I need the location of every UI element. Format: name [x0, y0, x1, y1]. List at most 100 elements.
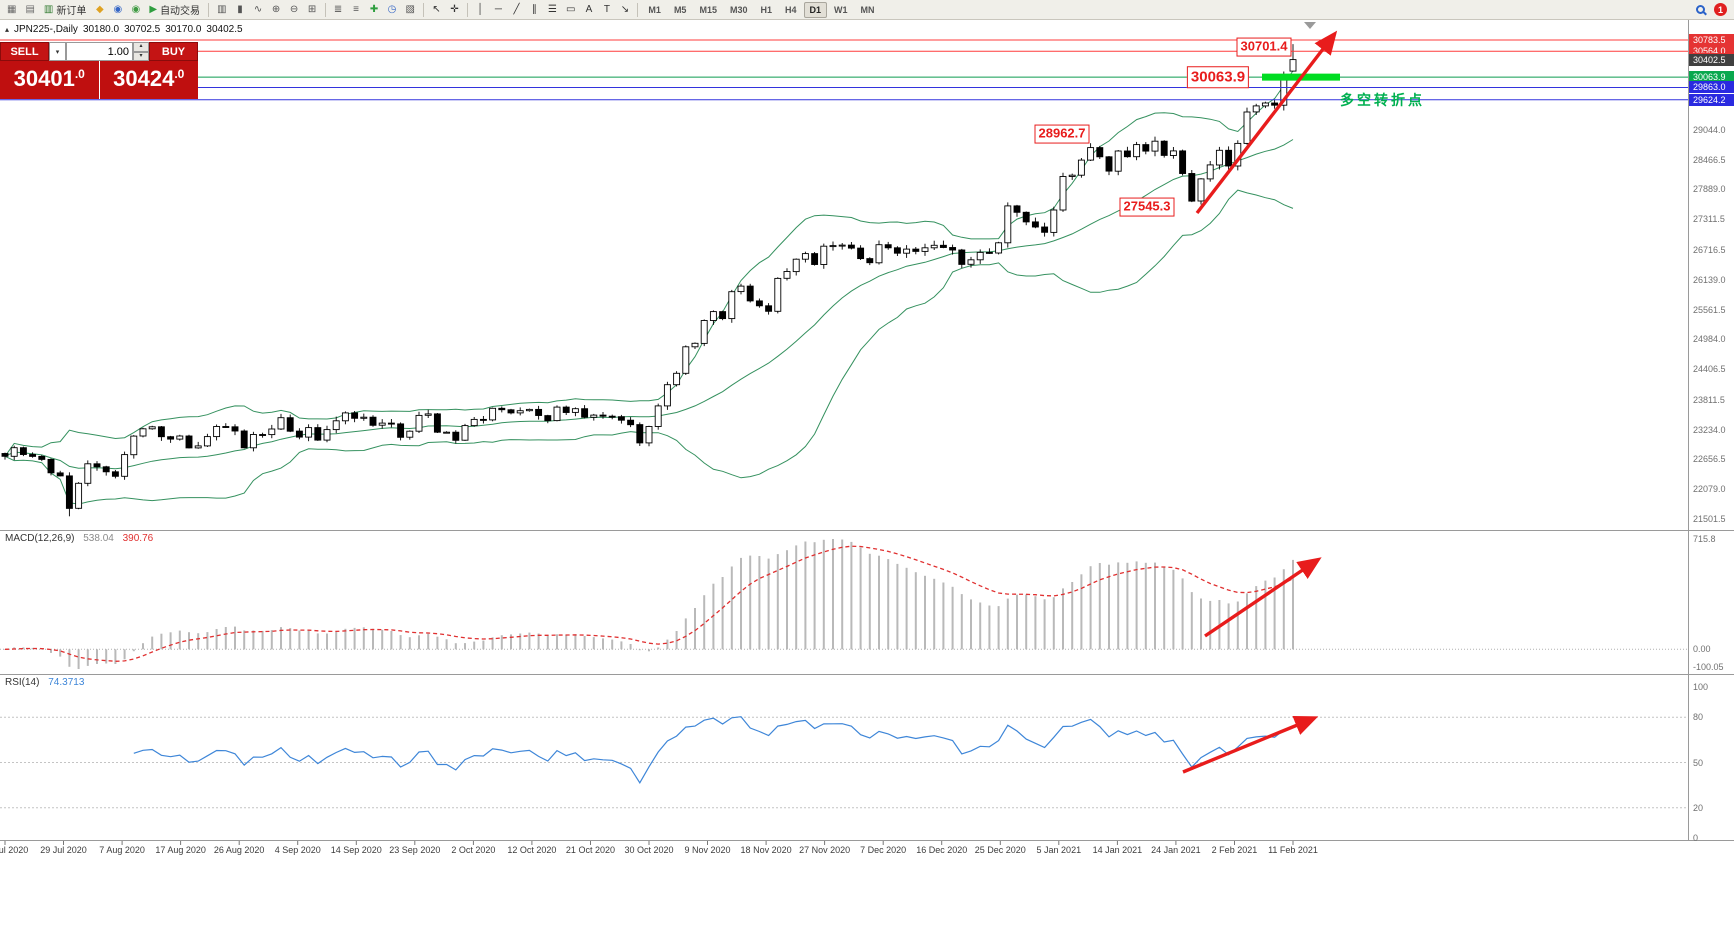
- timeframe-m15[interactable]: M15: [699, 4, 717, 15]
- toolbar-sep: [637, 2, 639, 17]
- timeframe-w1[interactable]: W1: [834, 4, 848, 15]
- search-button[interactable]: [1692, 1, 1709, 18]
- candlestick-chart-icon: ▮: [237, 3, 243, 15]
- zoom-out-button[interactable]: ⊖: [286, 1, 303, 18]
- sell-button[interactable]: SELL: [0, 42, 49, 61]
- profiles-icon: ▤: [25, 3, 35, 15]
- mql5-community-icon: ◆: [96, 3, 104, 15]
- arrows-tool-button[interactable]: ↘: [616, 1, 633, 18]
- sell-price-display[interactable]: 30401.0: [0, 61, 99, 99]
- vertical-line-icon: │: [477, 3, 484, 15]
- timeframe-m5[interactable]: M5: [673, 4, 687, 15]
- market-button[interactable]: ◉: [127, 1, 144, 18]
- chart-title-icon: ▴: [5, 25, 10, 34]
- new-order-icon: ▥: [43, 3, 54, 15]
- toolbar-sep: [422, 2, 424, 17]
- fibonacci-button[interactable]: ☰: [544, 1, 561, 18]
- text-icon: A: [585, 3, 593, 15]
- price-annotation[interactable]: 30063.9: [1186, 66, 1250, 88]
- mql5-community-button[interactable]: ◆: [91, 1, 108, 18]
- macd-indicator-label: MACD(12,26,9) 538.04 390.76: [5, 533, 153, 544]
- text-button[interactable]: A: [580, 1, 597, 18]
- volume-input[interactable]: [66, 42, 133, 61]
- timeframe-m30[interactable]: M30: [729, 4, 748, 15]
- crosshair-icon: ✛: [450, 3, 459, 15]
- notifications-badge[interactable]: 1: [1714, 3, 1727, 16]
- price-annotation[interactable]: 28962.7: [1034, 124, 1090, 144]
- candlestick-chart-button[interactable]: ▮: [232, 1, 249, 18]
- timeframe-h1[interactable]: H1: [760, 4, 772, 15]
- shapes-icon: ▭: [565, 3, 576, 15]
- tile-windows-icon: ⊞: [307, 3, 317, 15]
- volume-dropdown[interactable]: ▾: [49, 42, 66, 61]
- toolbar: ▦ ▤ ▥ 新订单 ◆ ◉ ◉ ▶ 自动交易 ▥ ▮ ∿ ⊕ ⊖ ⊞ ≣ ≡ ✚ ◷ ▧ ↖ ✛ │ ─ ╱ ∥ ☰ ▭ A T ↘ M1 M5…: [0, 0, 1734, 20]
- one-click-trading-panel: SELL ▾ ▴ ▾ BUY 30401.0 30424.0: [0, 42, 198, 99]
- toolbar-sep: [324, 2, 326, 17]
- signals-button[interactable]: ◉: [109, 1, 126, 18]
- cursor-icon: ↖: [432, 3, 441, 15]
- data-window-icon: ≣: [333, 3, 343, 15]
- macd-main-value: 538.04: [83, 533, 114, 544]
- macd-name: MACD(12,26,9): [5, 533, 75, 544]
- new-order-button[interactable]: ▥ 新订单: [40, 1, 90, 18]
- buy-price-display[interactable]: 30424.0: [99, 61, 198, 99]
- cursor-button[interactable]: ↖: [428, 1, 445, 18]
- profiles-button[interactable]: ▤: [21, 1, 38, 18]
- timeframe-mn[interactable]: MN: [860, 4, 875, 15]
- templates-button[interactable]: ▧: [402, 1, 419, 18]
- tile-windows-button[interactable]: ⊞: [304, 1, 321, 18]
- templates-icon: ▧: [405, 3, 415, 15]
- volume-up-button[interactable]: ▴: [133, 42, 149, 52]
- volume-down-button[interactable]: ▾: [133, 51, 149, 61]
- ohlc-high: 30702.5: [124, 24, 161, 35]
- crosshair-button[interactable]: ✛: [446, 1, 463, 18]
- strategy-tester-button[interactable]: ≡: [348, 1, 365, 18]
- fibonacci-icon: ☰: [547, 3, 557, 15]
- equidistant-channel-button[interactable]: ∥: [526, 1, 543, 18]
- price-annotation[interactable]: 27545.3: [1119, 197, 1175, 217]
- line-chart-button[interactable]: ∿: [250, 1, 267, 18]
- shapes-button[interactable]: ▭: [562, 1, 579, 18]
- trendline-icon: ╱: [513, 3, 520, 15]
- timeframe-m1[interactable]: M1: [648, 4, 661, 15]
- zoom-in-button[interactable]: ⊕: [268, 1, 285, 18]
- periods-button[interactable]: ◷: [384, 1, 401, 18]
- new-order-button-label: 新订单: [56, 6, 87, 17]
- rsi-value: 74.3713: [48, 677, 85, 688]
- toolbar-sep: [208, 2, 210, 17]
- timeframe-d1[interactable]: D1: [803, 1, 828, 18]
- zoom-in-icon: ⊕: [271, 3, 281, 15]
- market-icon: ◉: [131, 3, 141, 15]
- add-indicator-button[interactable]: ✚: [366, 1, 383, 18]
- note-annotation[interactable]: 多空转折点: [1340, 92, 1425, 108]
- add-indicator-icon: ✚: [369, 3, 379, 15]
- trendline-button[interactable]: ╱: [508, 1, 525, 18]
- rsi-name: RSI(14): [5, 677, 40, 688]
- chart-area[interactable]: [0, 20, 1734, 946]
- arrows-tool-icon: ↘: [620, 3, 630, 15]
- price-annotation[interactable]: 30701.4: [1236, 37, 1292, 57]
- volume-spinner: ▴ ▾: [133, 42, 149, 61]
- new-chart-icon: ▦: [7, 3, 17, 15]
- buy-button[interactable]: BUY: [149, 42, 198, 61]
- new-chart-button[interactable]: ▦: [3, 1, 20, 18]
- horizontal-line-button[interactable]: ─: [490, 1, 507, 18]
- autotrading-icon: ▶: [149, 3, 158, 15]
- text-label-icon: T: [603, 3, 610, 15]
- rsi-indicator-label: RSI(14) 74.3713: [5, 677, 84, 688]
- data-window-button[interactable]: ≣: [330, 1, 347, 18]
- zoom-out-icon: ⊖: [289, 3, 299, 15]
- macd-signal-value: 390.76: [122, 533, 154, 544]
- bars-chart-button[interactable]: ▥: [213, 1, 230, 18]
- equidistant-channel-icon: ∥: [531, 3, 537, 15]
- sell-price-frac: .0: [74, 67, 85, 81]
- timeframe-h4[interactable]: H4: [785, 4, 797, 15]
- vertical-line-button[interactable]: │: [472, 1, 489, 18]
- autotrading-button-label: 自动交易: [160, 6, 201, 17]
- text-label-button[interactable]: T: [598, 1, 615, 18]
- toolbar-sep: [466, 2, 468, 17]
- buy-price-main: 30424: [113, 66, 175, 91]
- autotrading-button[interactable]: ▶ 自动交易: [145, 1, 204, 18]
- bars-chart-icon: ▥: [217, 3, 227, 15]
